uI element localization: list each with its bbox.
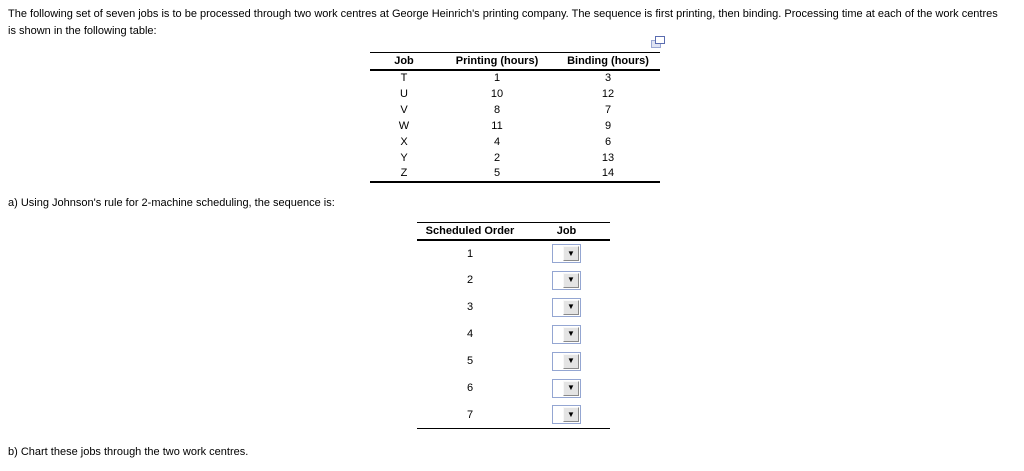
schedule-row: 7 ▼ xyxy=(417,401,610,429)
table-row: X 4 6 xyxy=(370,134,660,150)
schedule-row: 6 ▼ xyxy=(417,375,610,402)
dropdown-button: ▼ xyxy=(563,246,579,261)
jobs-table-header-binding: Binding (hours) xyxy=(556,52,660,71)
printing-cell: 4 xyxy=(493,135,501,148)
job-select-cell: ▼ xyxy=(523,294,610,321)
table-row: V 8 7 xyxy=(370,102,660,118)
job-select-4[interactable]: ▼ xyxy=(552,324,581,344)
schedule-header-order: Scheduled Order xyxy=(417,222,523,241)
order-cell: 2 xyxy=(466,274,474,286)
order-cell: 7 xyxy=(417,401,523,429)
chevron-down-icon: ▼ xyxy=(567,302,575,311)
schedule-row: 5 ▼ xyxy=(417,348,610,375)
binding-cell: 6 xyxy=(604,135,612,148)
dropdown-button: ▼ xyxy=(563,326,579,342)
chevron-down-icon: ▼ xyxy=(567,329,575,338)
job-select-cell: ▼ xyxy=(523,375,610,402)
job-select-1[interactable]: ▼ xyxy=(552,244,581,263)
job-cell: V xyxy=(400,103,408,116)
chevron-down-icon: ▼ xyxy=(567,356,575,365)
job-select-cell: ▼ xyxy=(523,348,610,375)
table-row: W 11 9 xyxy=(370,118,660,134)
order-cell: 5 xyxy=(466,355,474,367)
jobs-table: Job Printing (hours) Binding (hours) T 1… xyxy=(370,52,660,183)
binding-cell: 14 xyxy=(556,165,660,183)
dropdown-button: ▼ xyxy=(563,407,579,423)
table-row: U 10 12 xyxy=(370,86,660,102)
order-cell: 3 xyxy=(466,301,474,313)
order-cell: 6 xyxy=(466,382,474,394)
dropdown-button: ▼ xyxy=(563,353,579,369)
binding-cell: 9 xyxy=(604,119,612,132)
schedule-header-job: Job xyxy=(523,222,610,241)
printing-cell: 8 xyxy=(493,103,501,116)
table-row: Y 2 13 xyxy=(370,150,660,166)
job-select-5[interactable]: ▼ xyxy=(552,351,581,371)
jobs-table-header-row: Job Printing (hours) Binding (hours) xyxy=(370,52,660,71)
printing-cell: 11 xyxy=(491,119,503,132)
chevron-down-icon: ▼ xyxy=(567,383,575,392)
jobs-table-header-job: Job xyxy=(370,52,438,71)
problem-statement: The following set of seven jobs is to be… xyxy=(8,8,998,37)
printing-cell: 1 xyxy=(493,72,501,84)
binding-cell: 12 xyxy=(601,87,615,100)
table-row: Z 5 14 xyxy=(370,165,660,183)
jobs-table-header-printing: Printing (hours) xyxy=(438,52,556,71)
binding-cell: 3 xyxy=(604,72,612,84)
job-select-3[interactable]: ▼ xyxy=(552,297,581,317)
job-select-2[interactable]: ▼ xyxy=(552,270,581,290)
job-select-cell: ▼ xyxy=(523,321,610,348)
schedule-table-header-row: Scheduled Order Job xyxy=(417,222,610,241)
popout-front-shape xyxy=(655,36,665,44)
binding-cell: 7 xyxy=(604,103,612,116)
job-select-6[interactable]: ▼ xyxy=(552,378,581,398)
schedule-row: 1 ▼ xyxy=(417,240,610,267)
job-cell: X xyxy=(400,135,408,148)
printing-cell: 5 xyxy=(438,165,556,183)
part-b-label: b) Chart these jobs through the two work… xyxy=(8,446,249,458)
job-cell: Z xyxy=(370,165,438,183)
chevron-down-icon: ▼ xyxy=(567,409,575,419)
job-select-cell: ▼ xyxy=(523,267,610,294)
part-a-label: a) Using Johnson's rule for 2-machine sc… xyxy=(8,197,335,209)
schedule-table: Scheduled Order Job 1 ▼ 2 ▼ xyxy=(417,222,610,429)
binding-cell: 13 xyxy=(601,151,615,164)
schedule-row: 3 ▼ xyxy=(417,294,610,321)
printing-cell: 10 xyxy=(490,87,504,100)
job-select-7[interactable]: ▼ xyxy=(552,405,581,425)
order-cell: 4 xyxy=(466,328,474,340)
popout-icon[interactable] xyxy=(651,36,665,48)
dropdown-button: ▼ xyxy=(563,380,579,396)
schedule-row: 4 ▼ xyxy=(417,321,610,348)
job-cell: W xyxy=(398,119,410,132)
dropdown-button: ▼ xyxy=(563,299,579,315)
job-select-cell: ▼ xyxy=(523,401,610,429)
job-select-cell: ▼ xyxy=(523,240,610,267)
chevron-down-icon: ▼ xyxy=(567,275,575,284)
job-cell: T xyxy=(400,72,408,84)
job-cell: U xyxy=(400,87,408,100)
printing-cell: 2 xyxy=(493,151,501,164)
chevron-down-icon: ▼ xyxy=(567,248,575,258)
dropdown-button: ▼ xyxy=(563,272,579,288)
job-cell: Y xyxy=(400,151,408,164)
order-cell: 1 xyxy=(466,247,474,260)
schedule-row: 2 ▼ xyxy=(417,267,610,294)
table-row: T 1 3 xyxy=(370,70,660,86)
